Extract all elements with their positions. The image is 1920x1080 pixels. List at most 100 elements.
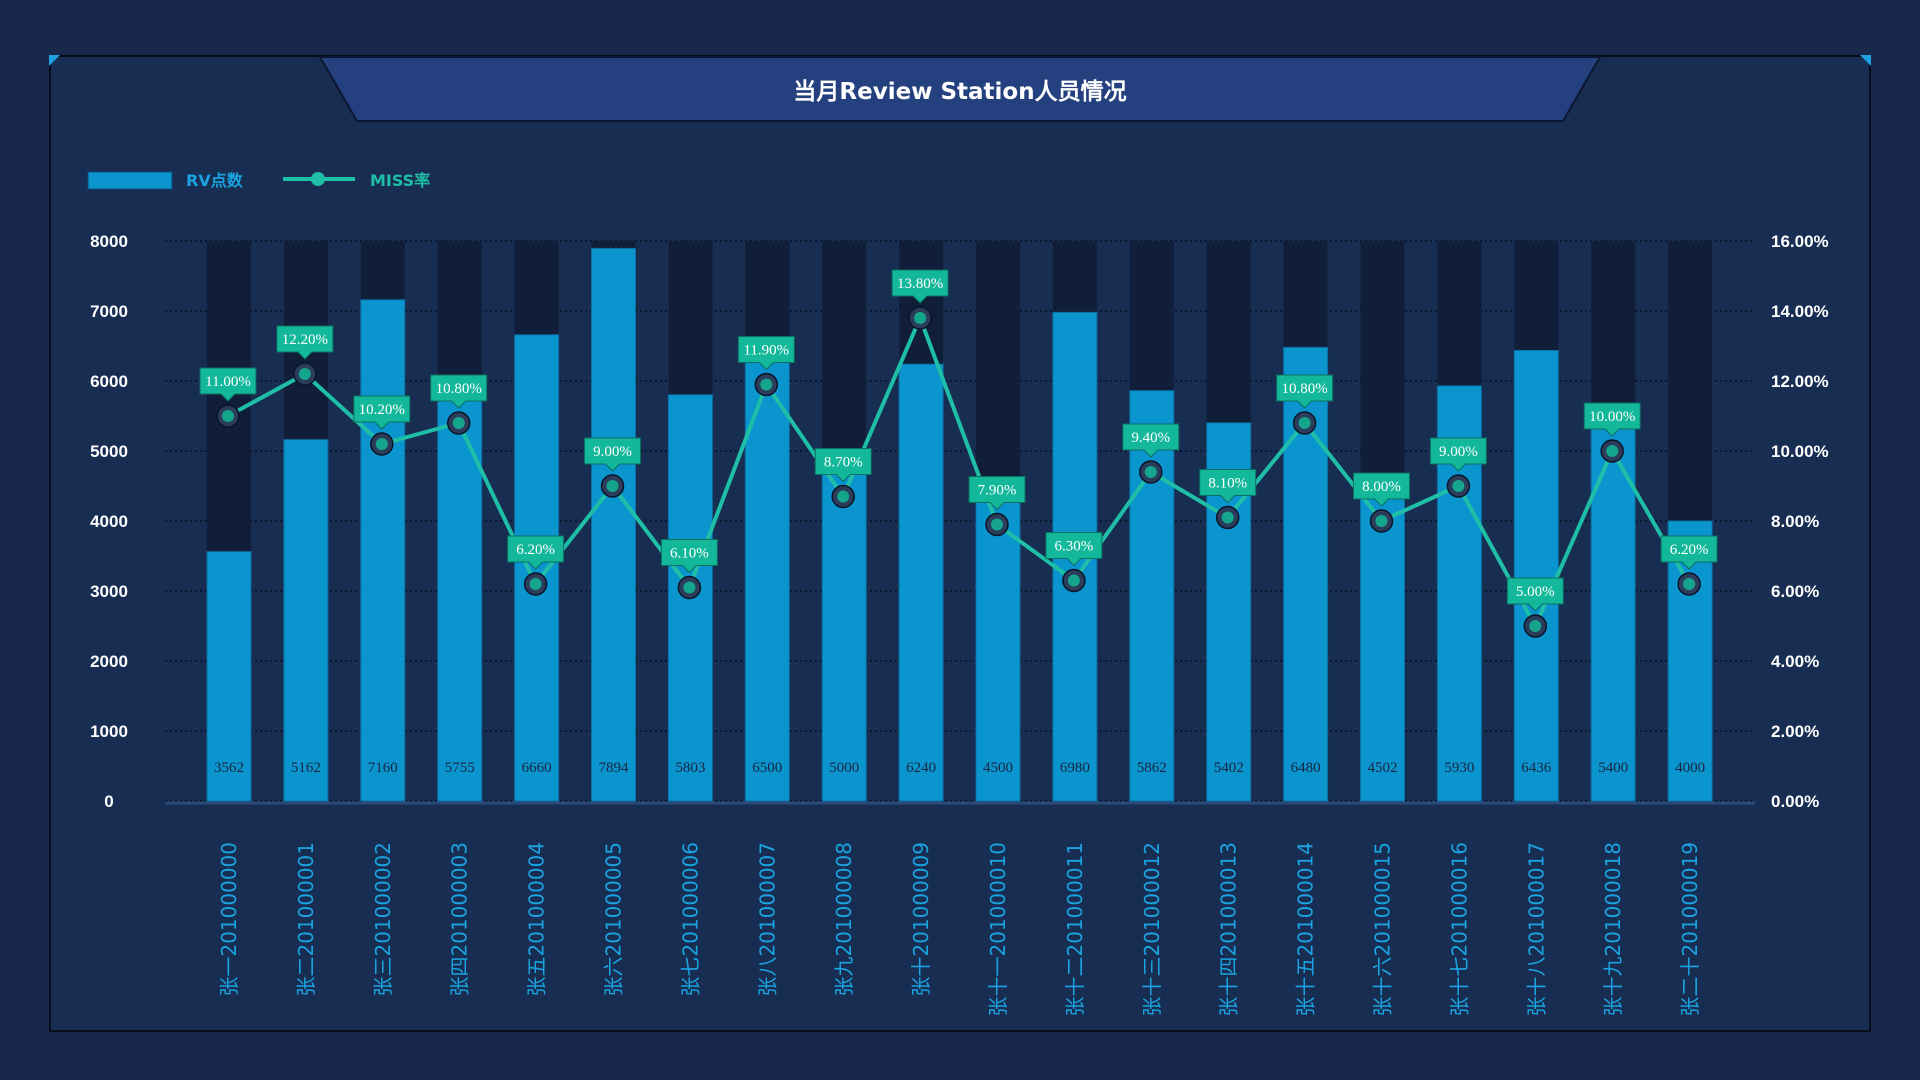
x-tick-label: 张五201000004 [525, 842, 549, 997]
x-tick-label: 张十七201000016 [1447, 842, 1471, 1017]
point-label-box [199, 367, 257, 402]
header-banner [318, 56, 1602, 122]
x-tick-label: 张十八201000017 [1524, 842, 1548, 1017]
point-label-box [1583, 402, 1641, 437]
x-tick-label: 张二十201000019 [1678, 842, 1702, 1017]
data-point [683, 581, 696, 594]
bar-value-label: 4000 [1675, 760, 1705, 776]
bar-value-label: 5402 [1214, 760, 1244, 776]
data-point [1529, 620, 1542, 632]
data-point [1067, 574, 1080, 587]
y2-tick-label: 16.00% [1771, 232, 1829, 251]
point-label: 11.90% [743, 343, 789, 359]
corner-accent-left [49, 55, 60, 66]
y2-tick-label: 2.00% [1771, 722, 1819, 741]
y2-tick-label: 10.00% [1771, 442, 1829, 461]
bar [898, 363, 944, 802]
bar-value-label: 7894 [599, 760, 630, 776]
x-axis-labels: 张一201000000 张二201000001 张三201000002 张四20100… [217, 842, 1702, 1017]
point-label: 6.20% [1670, 542, 1709, 558]
bar [744, 345, 790, 802]
point-label-box [814, 448, 872, 483]
bar [1513, 349, 1559, 802]
point-label: 9.00% [1439, 444, 1478, 460]
point-label: 12.20% [282, 332, 328, 348]
miss-rate-points [216, 306, 1701, 638]
bar-value-label: 5803 [675, 760, 705, 776]
x-tick-label: 张八201000007 [755, 842, 779, 997]
y2-tick-label: 6.00% [1771, 582, 1819, 601]
bar-value-label: 5862 [1137, 760, 1167, 776]
legend-line-marker [311, 172, 325, 186]
bar [975, 485, 1021, 802]
x-tick-label: 张三201000002 [371, 842, 395, 997]
bar-value-label: 6480 [1291, 760, 1321, 776]
bar-value-label: 5400 [1598, 760, 1628, 776]
bar-value-label: 6660 [522, 760, 552, 776]
y-tick-label: 6000 [90, 372, 128, 391]
y-tick-label: 0 [104, 792, 113, 811]
x-tick-label: 张十三201000012 [1140, 842, 1164, 1017]
bar-value-label: 6436 [1521, 760, 1552, 776]
y-tick-label: 1000 [90, 722, 128, 741]
x-tick-label: 张十五201000014 [1294, 842, 1318, 1017]
corner-accent-right [1860, 55, 1871, 66]
bar-value-label: 5755 [445, 760, 475, 776]
bar [360, 299, 406, 802]
point-label-box [1276, 374, 1334, 409]
bar [591, 247, 636, 802]
x-tick-label: 张十六201000015 [1371, 842, 1395, 1017]
y-tick-label: 7000 [90, 302, 128, 321]
legend: RV点数 MISS率 [87, 171, 430, 190]
point-label: 8.10% [1208, 476, 1247, 492]
bar [283, 439, 329, 802]
gridlines [165, 240, 1755, 802]
x-tick-label: 张十一201000010 [986, 842, 1010, 1017]
bar-value-label: 6240 [906, 760, 936, 776]
point-label: 9.00% [593, 444, 632, 460]
point-label-box [1045, 532, 1103, 567]
chart-title: 当月Review Station人员情况 [793, 79, 1126, 105]
point-label: 8.00% [1362, 479, 1401, 495]
bar-value-label: 3562 [214, 760, 244, 776]
point-label: 10.20% [359, 402, 405, 418]
y-tick-label: 4000 [90, 512, 128, 531]
point-label: 8.70% [824, 455, 863, 471]
data-point [222, 410, 234, 422]
point-label-box [968, 476, 1026, 511]
bar [1129, 390, 1175, 802]
bar-value-label: 4502 [1368, 760, 1398, 776]
data-point [760, 378, 773, 391]
y-tick-label: 3000 [90, 582, 128, 601]
point-label-box [276, 325, 334, 360]
point-label-box [430, 374, 488, 409]
y2-tick-label: 0.00% [1771, 792, 1819, 811]
data-point [837, 490, 850, 503]
miss-rate-line [227, 316, 1691, 628]
y-tick-label: 5000 [90, 442, 128, 461]
data-point [1375, 515, 1388, 527]
y2-tick-label: 4.00% [1771, 652, 1819, 671]
point-label: 7.90% [978, 483, 1017, 499]
miss-rate-labels: 11.00% 12.20% 10.20% 10.80% 6.20% 9.00% 6.10% 1… [199, 269, 1718, 612]
x-tick-label: 张九201000008 [832, 842, 856, 997]
data-point [1452, 480, 1465, 492]
point-label: 6.20% [516, 542, 555, 558]
point-label-box [1199, 469, 1257, 504]
point-label: 10.80% [436, 381, 482, 397]
x-tick-label: 张七201000006 [678, 842, 702, 997]
data-point [1144, 466, 1157, 478]
legend-bar-swatch [87, 171, 173, 190]
x-tick-label: 张十二201000011 [1063, 842, 1087, 1017]
bar-value-label: 7160 [368, 760, 398, 776]
x-tick-label: 张一201000000 [217, 842, 241, 997]
x-tick-label: 张六201000005 [602, 842, 626, 997]
point-label-box [1353, 472, 1410, 507]
point-label: 5.00% [1516, 584, 1555, 600]
point-label: 10.00% [1589, 409, 1635, 425]
data-point [914, 312, 927, 324]
x-tick-label: 张十四201000013 [1217, 842, 1241, 1017]
point-label-box [1429, 437, 1487, 472]
bar-value-label: 6500 [752, 760, 782, 776]
